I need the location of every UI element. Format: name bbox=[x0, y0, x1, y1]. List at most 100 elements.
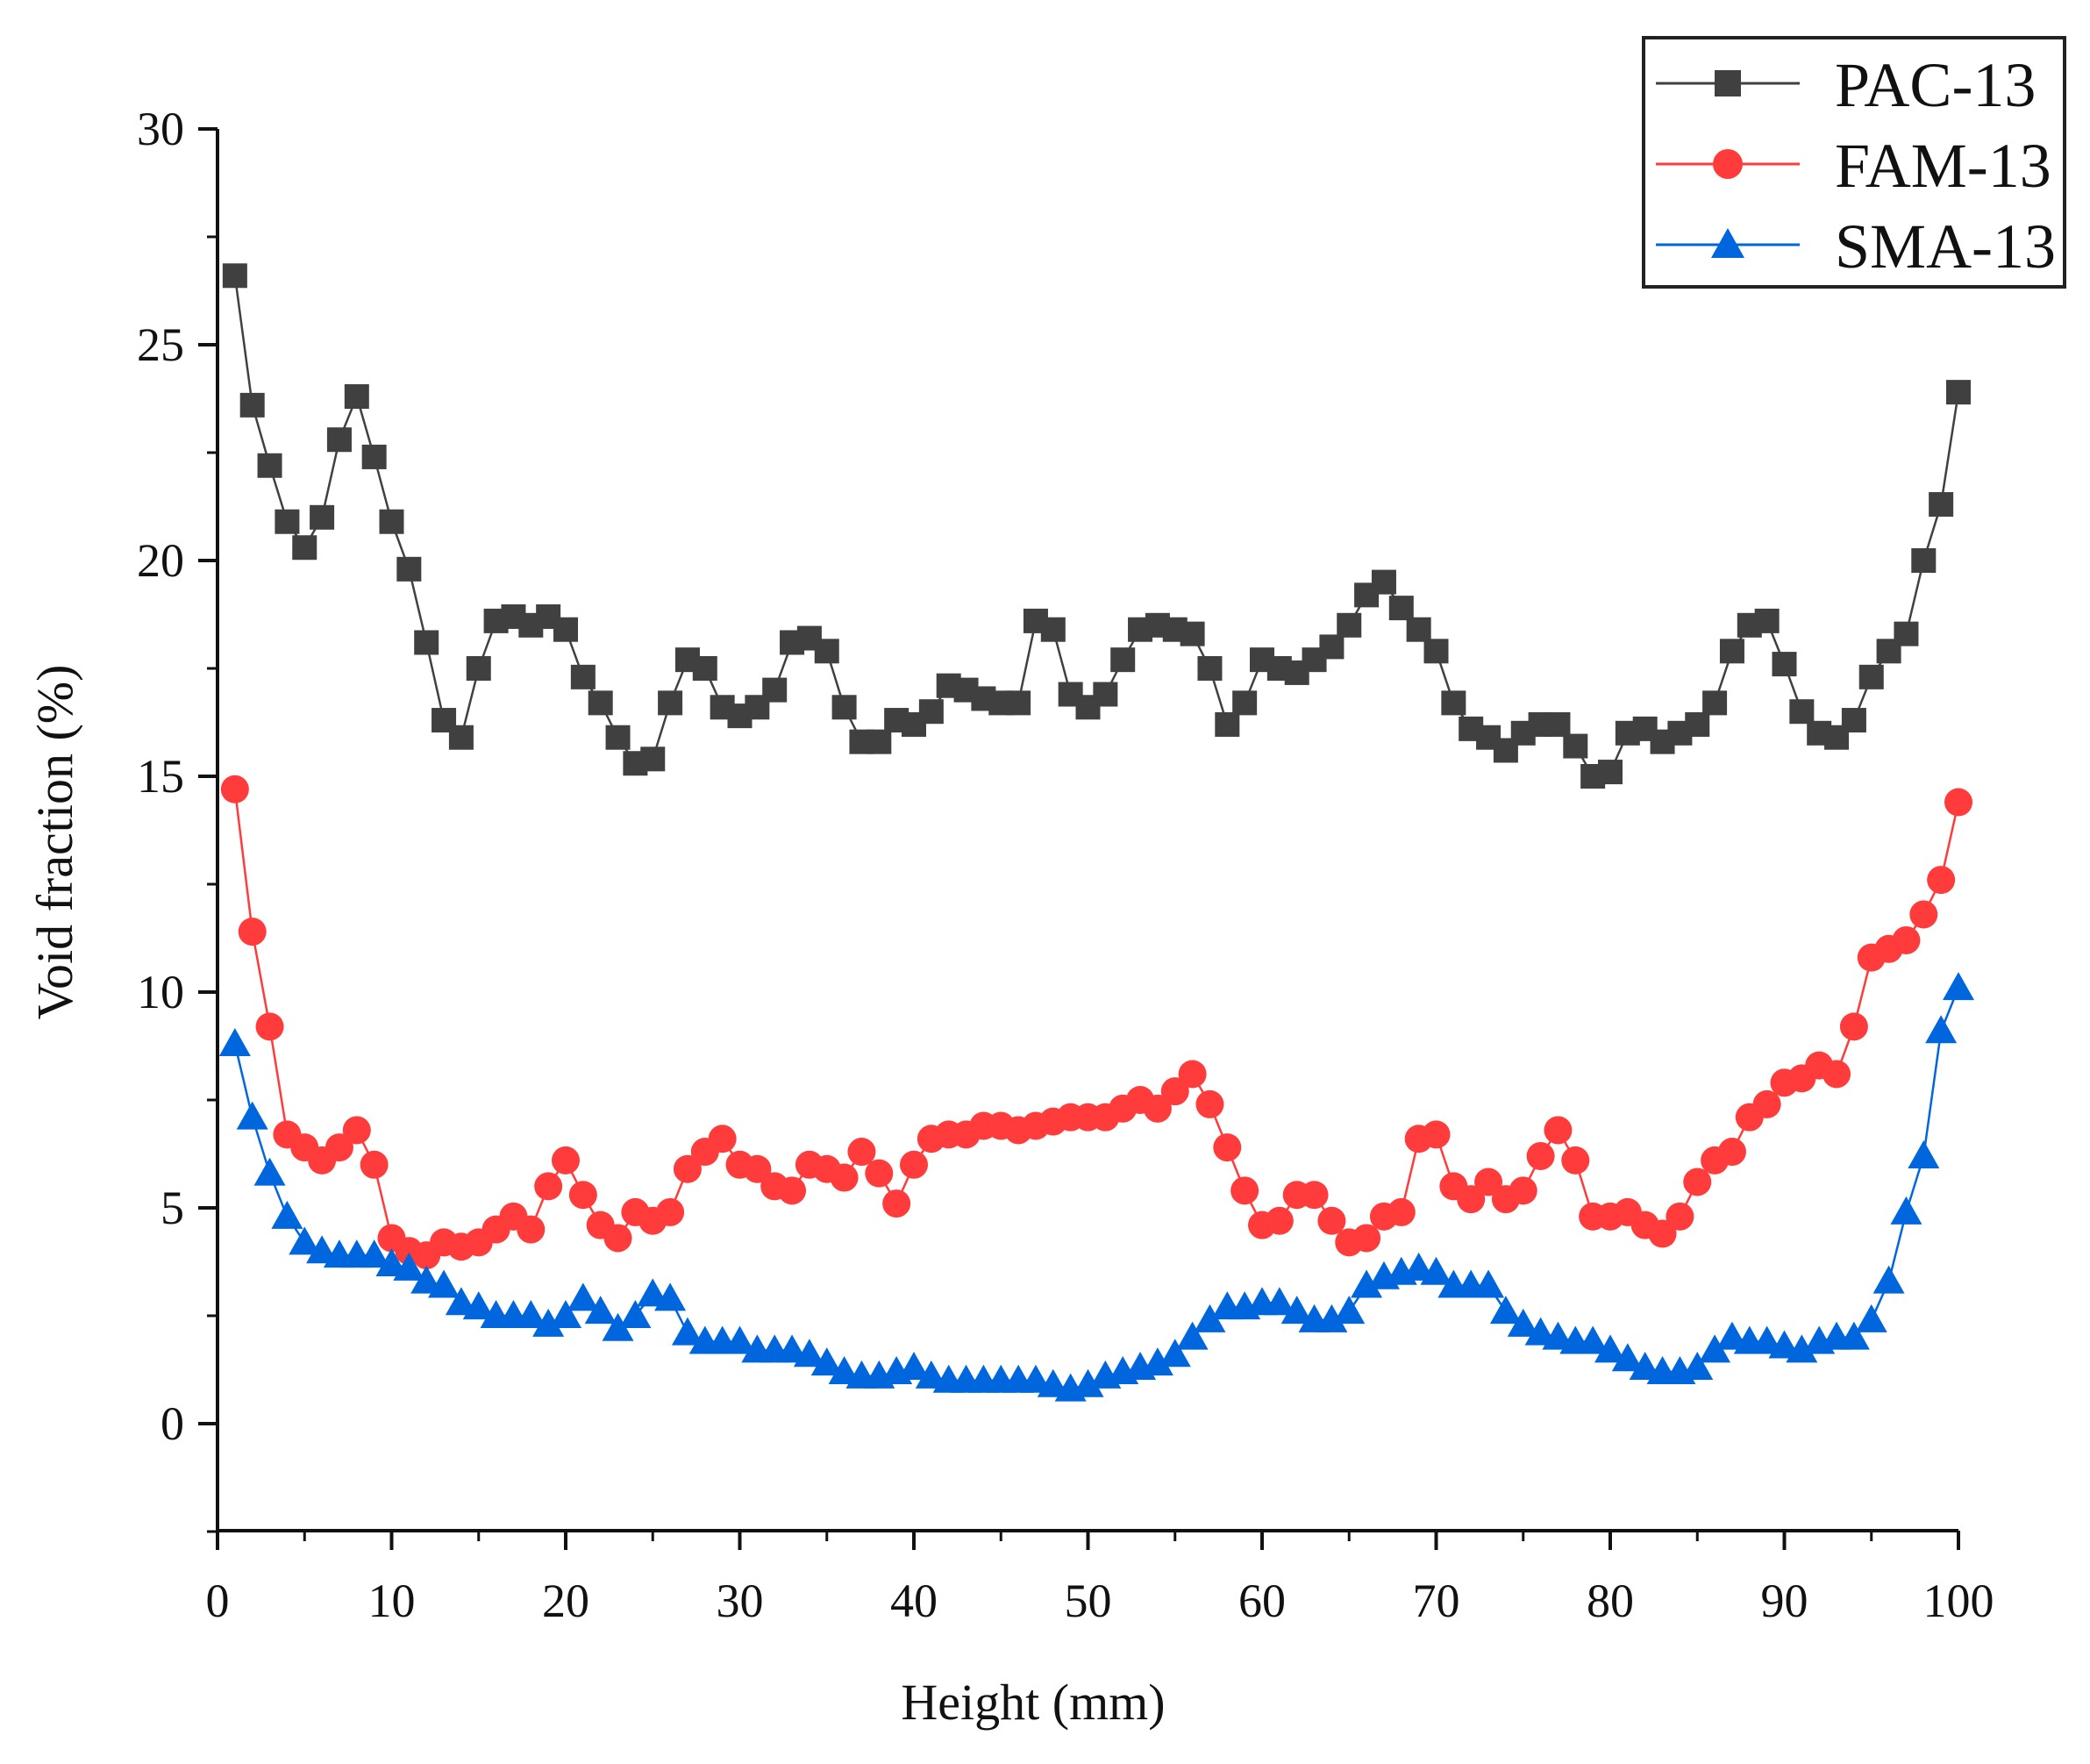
legend-marker-circle-icon bbox=[1713, 149, 1743, 179]
data-point-sma-13 bbox=[1943, 972, 1974, 1001]
data-point-fam-13 bbox=[743, 1154, 772, 1183]
data-point-pac-13 bbox=[448, 725, 474, 750]
data-point-pac-13 bbox=[1772, 652, 1797, 677]
data-point-pac-13 bbox=[239, 392, 265, 418]
data-point-fam-13 bbox=[1474, 1168, 1503, 1196]
y-tick-label: 10 bbox=[137, 966, 184, 1018]
legend-item-sma-13: SMA-13 bbox=[1656, 211, 2056, 282]
data-point-pac-13 bbox=[570, 664, 596, 689]
data-point-sma-13 bbox=[515, 1300, 547, 1328]
data-point-fam-13 bbox=[1944, 788, 1972, 817]
data-point-fam-13 bbox=[603, 1224, 632, 1253]
data-point-pac-13 bbox=[1215, 711, 1240, 737]
data-point-pac-13 bbox=[1406, 617, 1431, 642]
data-point-pac-13 bbox=[588, 690, 613, 716]
data-point-pac-13 bbox=[1911, 548, 1937, 573]
data-point-fam-13 bbox=[1717, 1138, 1746, 1167]
axes: 0 5 10 15 20 25 30 0 10 20 30 40 50 60 70 80 90 100 bbox=[137, 103, 1994, 1627]
data-point-sma-13 bbox=[1908, 1139, 1940, 1168]
data-point-pac-13 bbox=[344, 384, 369, 410]
legend-label: FAM-13 bbox=[1835, 131, 2051, 201]
data-point-pac-13 bbox=[1598, 760, 1623, 785]
legend-label: PAC-13 bbox=[1835, 50, 2036, 120]
data-point-pac-13 bbox=[1754, 608, 1780, 633]
data-point-fam-13 bbox=[656, 1197, 685, 1226]
x-axis-label: Height (mm) bbox=[901, 1674, 1165, 1731]
data-point-pac-13 bbox=[1894, 621, 1919, 646]
data-point-fam-13 bbox=[778, 1176, 807, 1205]
data-point-fam-13 bbox=[865, 1159, 894, 1188]
data-point-sma-13 bbox=[1872, 1265, 1905, 1294]
data-point-sma-13 bbox=[567, 1282, 599, 1311]
data-point-pac-13 bbox=[1423, 639, 1449, 664]
data-point-sma-13 bbox=[1072, 1368, 1104, 1397]
y-tick-label: 20 bbox=[137, 534, 184, 587]
data-point-sma-13 bbox=[810, 1347, 843, 1376]
series-fam-13 bbox=[220, 775, 1972, 1270]
data-point-fam-13 bbox=[1213, 1133, 1242, 1162]
x-tick-label: 60 bbox=[1238, 1575, 1286, 1627]
data-point-fam-13 bbox=[342, 1116, 371, 1145]
data-point-fam-13 bbox=[1143, 1094, 1172, 1123]
data-point-pac-13 bbox=[1388, 596, 1414, 621]
x-tick-label: 90 bbox=[1761, 1575, 1808, 1627]
data-point-sma-13 bbox=[1141, 1347, 1173, 1376]
data-point-sma-13 bbox=[462, 1291, 495, 1320]
data-point-pac-13 bbox=[361, 444, 387, 469]
data-point-fam-13 bbox=[1839, 1012, 1868, 1041]
data-point-sma-13 bbox=[1594, 1334, 1626, 1363]
data-point-sma-13 bbox=[428, 1269, 460, 1298]
data-point-pac-13 bbox=[1685, 711, 1710, 737]
data-point-fam-13 bbox=[1752, 1089, 1781, 1118]
data-point-sma-13 bbox=[619, 1300, 652, 1328]
data-point-pac-13 bbox=[814, 639, 839, 664]
x-tick-label: 30 bbox=[717, 1575, 764, 1627]
data-point-sma-13 bbox=[271, 1200, 303, 1229]
data-point-sma-13 bbox=[1890, 1196, 1922, 1225]
y-tick-label: 30 bbox=[137, 103, 184, 155]
data-point-pac-13 bbox=[1441, 690, 1466, 716]
data-point-fam-13 bbox=[1195, 1089, 1224, 1118]
data-point-sma-13 bbox=[1333, 1296, 1366, 1325]
data-point-sma-13 bbox=[654, 1282, 687, 1311]
data-point-fam-13 bbox=[1422, 1120, 1451, 1149]
data-point-fam-13 bbox=[1544, 1116, 1573, 1145]
legend-item-fam-13: FAM-13 bbox=[1656, 131, 2051, 201]
y-tick-label: 5 bbox=[160, 1182, 184, 1234]
y-tick-label: 25 bbox=[137, 318, 184, 371]
data-point-fam-13 bbox=[568, 1181, 597, 1210]
data-point-sma-13 bbox=[1019, 1364, 1052, 1393]
data-point-fam-13 bbox=[1909, 900, 1938, 929]
series-sma-13 bbox=[218, 972, 1974, 1402]
data-point-fam-13 bbox=[1648, 1219, 1677, 1248]
data-point-pac-13 bbox=[1180, 621, 1205, 646]
data-point-sma-13 bbox=[218, 1028, 251, 1057]
data-point-pac-13 bbox=[1232, 690, 1258, 716]
y-tick-label: 0 bbox=[160, 1397, 184, 1450]
y-axis-label: Void fraction (%) bbox=[26, 665, 83, 1020]
data-point-sma-13 bbox=[584, 1296, 617, 1325]
data-point-sma-13 bbox=[1280, 1296, 1313, 1325]
data-point-sma-13 bbox=[1786, 1334, 1818, 1363]
data-point-pac-13 bbox=[1319, 634, 1345, 660]
x-tick-label: 10 bbox=[368, 1575, 416, 1627]
data-point-sma-13 bbox=[671, 1317, 703, 1346]
data-point-sma-13 bbox=[793, 1339, 825, 1368]
data-point-sma-13 bbox=[1855, 1303, 1887, 1332]
y-tick-label: 15 bbox=[137, 750, 184, 803]
data-point-fam-13 bbox=[220, 775, 249, 803]
data-point-fam-13 bbox=[1317, 1206, 1346, 1235]
data-point-fam-13 bbox=[847, 1138, 876, 1167]
data-point-sma-13 bbox=[1751, 1325, 1783, 1354]
data-point-sma-13 bbox=[1420, 1256, 1452, 1285]
data-point-sma-13 bbox=[1402, 1252, 1435, 1281]
data-point-pac-13 bbox=[466, 656, 491, 681]
data-point-sma-13 bbox=[1611, 1343, 1644, 1372]
data-point-pac-13 bbox=[414, 630, 439, 655]
data-point-pac-13 bbox=[1946, 380, 1971, 405]
data-point-fam-13 bbox=[882, 1189, 911, 1218]
data-point-pac-13 bbox=[275, 509, 300, 534]
data-point-sma-13 bbox=[1176, 1321, 1209, 1350]
data-point-fam-13 bbox=[1178, 1060, 1207, 1089]
